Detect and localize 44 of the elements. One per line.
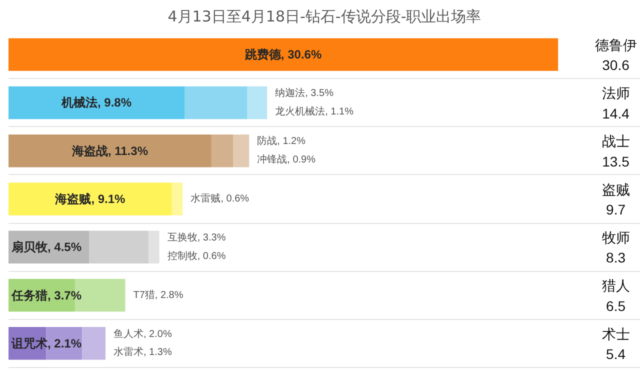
bar <box>184 86 248 120</box>
data-label: 跳费德, 30.6% <box>244 48 322 62</box>
text: 6.5 <box>606 298 626 314</box>
text: 13.5 <box>602 153 630 170</box>
text: 9.7 <box>606 202 626 218</box>
data-label: 鱼人术, 2.0% <box>113 328 172 340</box>
data-label: 水雷贼, 0.6% <box>190 192 250 204</box>
data-label: 互换牧, 3.3% <box>167 231 226 244</box>
text: 5.4 <box>606 346 626 362</box>
data-label: 诅咒术, 2.1% <box>10 336 82 350</box>
data-label: 海盗战, 11.3% <box>70 144 148 158</box>
data-label: 水雷术, 1.3% <box>113 346 172 358</box>
bar <box>8 182 172 216</box>
bar <box>232 134 250 168</box>
data-label: T7猎, 2.8% <box>133 288 184 301</box>
data-label: 冲锋战, 0.9% <box>257 153 316 166</box>
data-label: 防战, 1.2% <box>257 135 306 148</box>
bar <box>82 327 106 360</box>
bar <box>8 86 185 120</box>
text: 30.6 <box>602 57 630 74</box>
text: 8.3 <box>606 250 626 266</box>
y-tick-label: 猎人 <box>602 278 630 294</box>
data-label: 海盗贼, 9.1% <box>54 192 126 206</box>
y-tick-label: 术士 <box>602 326 630 342</box>
bar <box>172 182 183 216</box>
data-label: 控制牧, 0.6% <box>167 250 226 262</box>
bar <box>89 230 149 264</box>
data-label: 机械法, 9.8% <box>60 96 132 110</box>
data-label: 龙火机械法, 1.1% <box>275 105 354 118</box>
chart-title: 4月13日至4月18日-钻石-传说分段-职业出场率 <box>168 8 482 26</box>
text: 14.4 <box>602 105 630 122</box>
bar <box>8 134 212 168</box>
y-tick-label: 牧师 <box>602 229 630 246</box>
y-tick-label: 法师 <box>602 85 630 102</box>
y-tick-label: 战士 <box>602 133 630 150</box>
y-tick-label: 德鲁伊 <box>594 36 637 53</box>
data-label: 纳迦法, 3.5% <box>275 87 334 100</box>
data-label: 任务猎, 3.7% <box>10 288 82 302</box>
bar <box>148 230 160 264</box>
bar <box>8 38 558 71</box>
data-label: 扇贝牧, 4.5% <box>10 240 82 254</box>
bar <box>247 86 268 120</box>
y-tick-label: 盗贼 <box>602 181 630 198</box>
bar <box>211 134 233 168</box>
